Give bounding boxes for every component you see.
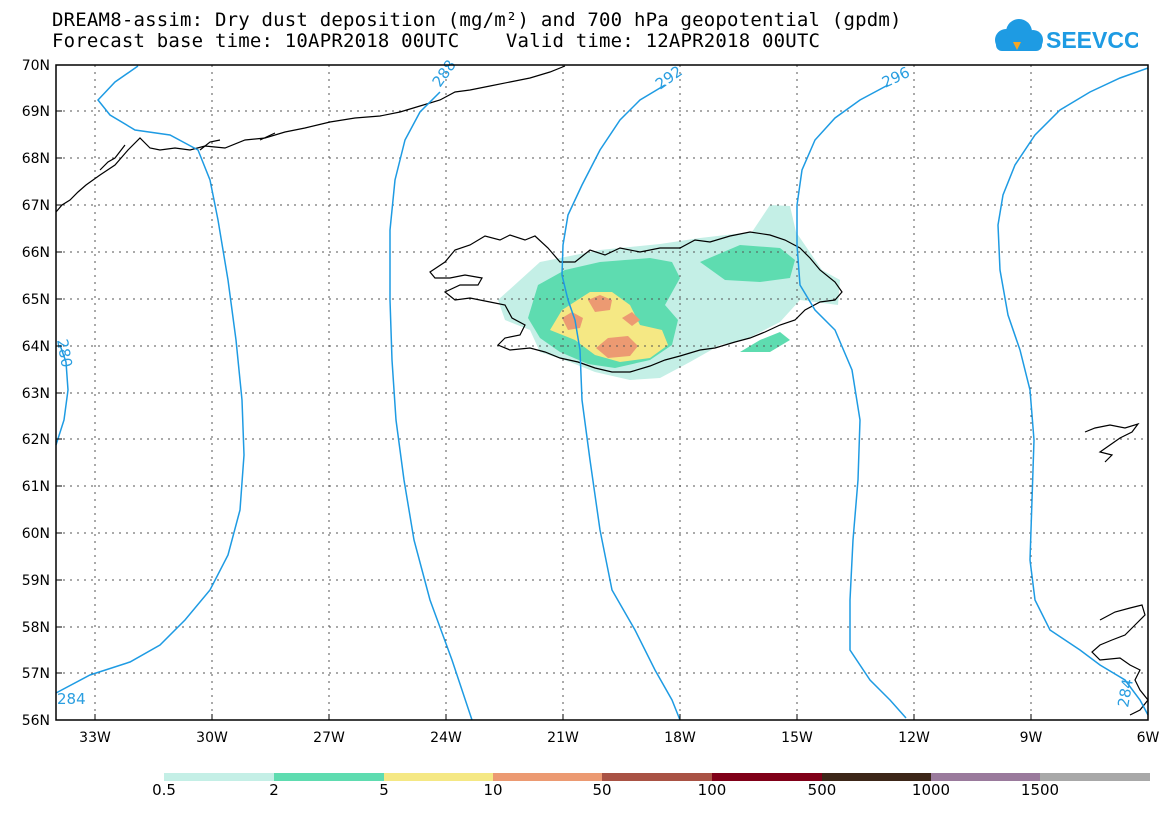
deposition-level-10 [562, 312, 583, 330]
scotland-coast [1091, 604, 1149, 716]
lat-label: 57N [22, 666, 50, 682]
legend-swatch [164, 773, 274, 781]
legend-swatch [602, 773, 712, 781]
lon-label: 27W [313, 730, 345, 746]
faroe-islands [1084, 422, 1140, 463]
legend-swatch [822, 773, 931, 781]
lat-label: 65N [22, 292, 50, 308]
legend-label: 1500 [1020, 781, 1060, 799]
contour-288 [389, 91, 473, 721]
contour-label-group: 288 292 296 280 284 284 [53, 57, 1137, 709]
map-title: DREAM8-assim: Dry dust deposition (mg/m²… [52, 9, 902, 31]
tick-marks [56, 110, 1032, 720]
legend-swatch [712, 773, 822, 781]
lat-label: 69N [22, 104, 50, 120]
legend-label: 10 [483, 781, 503, 799]
deposition-level-10b [588, 295, 612, 312]
legend-swatch [1040, 773, 1150, 781]
legend-label: 0.5 [152, 781, 176, 799]
deposition-level-2c [740, 332, 790, 352]
contour-300 [997, 67, 1149, 716]
lat-label: 60N [22, 526, 50, 542]
lat-label: 64N [22, 339, 50, 355]
deposition-level-10c [596, 336, 638, 358]
lat-label: 59N [22, 573, 50, 589]
legend-label: 2 [269, 781, 279, 799]
greenland-coast [55, 65, 566, 213]
iceland-coast [429, 231, 843, 373]
cloud-icon [995, 19, 1043, 51]
legend-label: 5 [379, 781, 389, 799]
legend-colorbar [164, 773, 1150, 781]
legend-label: 500 [807, 781, 837, 799]
lat-label: 67N [22, 198, 50, 214]
lat-label: 68N [22, 151, 50, 167]
contour-284 [55, 65, 245, 694]
dust-shading [498, 205, 840, 380]
contour-label-280: 280 [53, 338, 76, 369]
legend-swatch [931, 773, 1040, 781]
legend-swatch [493, 773, 602, 781]
greenland-coast-detail [99, 132, 276, 171]
contour-label-284-sw: 284 [57, 690, 86, 708]
lon-label: 33W [79, 730, 111, 746]
deposition-level-2b [700, 245, 795, 282]
svg-text:SEEVCCC: SEEVCCC [1046, 27, 1138, 53]
legend-label: 1000 [911, 781, 951, 799]
lon-label: 21W [547, 730, 579, 746]
seevccc-logo: SEEVCCC [995, 19, 1138, 53]
lon-label: 9W [1020, 730, 1043, 746]
contour-label-284-se: 284 [1114, 677, 1137, 708]
lat-label: 66N [22, 245, 50, 261]
lon-label: 30W [196, 730, 228, 746]
lat-label: 63N [22, 386, 50, 402]
lon-label: 6W [1137, 730, 1160, 746]
grid-lines [56, 65, 1148, 720]
deposition-level-5 [550, 292, 668, 362]
lon-label: 18W [664, 730, 696, 746]
deposition-level-10d [622, 312, 640, 326]
legend-label: 50 [592, 781, 612, 799]
lat-label: 62N [22, 432, 50, 448]
lat-label: 58N [22, 620, 50, 636]
lat-label: 56N [22, 713, 50, 729]
lat-label: 70N [22, 58, 50, 74]
lon-label: 12W [898, 730, 930, 746]
geopotential-contours [55, 65, 1149, 721]
latitude-labels: 70N 69N 68N 67N 66N 65N 64N 63N 62N 61N … [22, 58, 50, 729]
lon-label: 15W [781, 730, 813, 746]
lat-label: 61N [22, 479, 50, 495]
longitude-labels: 33W 30W 27W 24W 21W 18W 15W 12W 9W 6W [79, 730, 1159, 746]
contour-label-292: 292 [652, 62, 686, 93]
contour-296 [796, 84, 907, 719]
lon-label: 24W [430, 730, 462, 746]
legend-swatch [274, 773, 384, 781]
contour-292 [561, 84, 681, 721]
contour-280 [55, 344, 69, 446]
legend-label: 100 [697, 781, 727, 799]
forecast-times: Forecast base time: 10APR2018 00UTC Vali… [52, 30, 821, 52]
legend-swatch [384, 773, 493, 781]
contour-label-296: 296 [879, 63, 913, 91]
contour-label-288: 288 [429, 57, 460, 91]
coastlines [55, 65, 1149, 716]
